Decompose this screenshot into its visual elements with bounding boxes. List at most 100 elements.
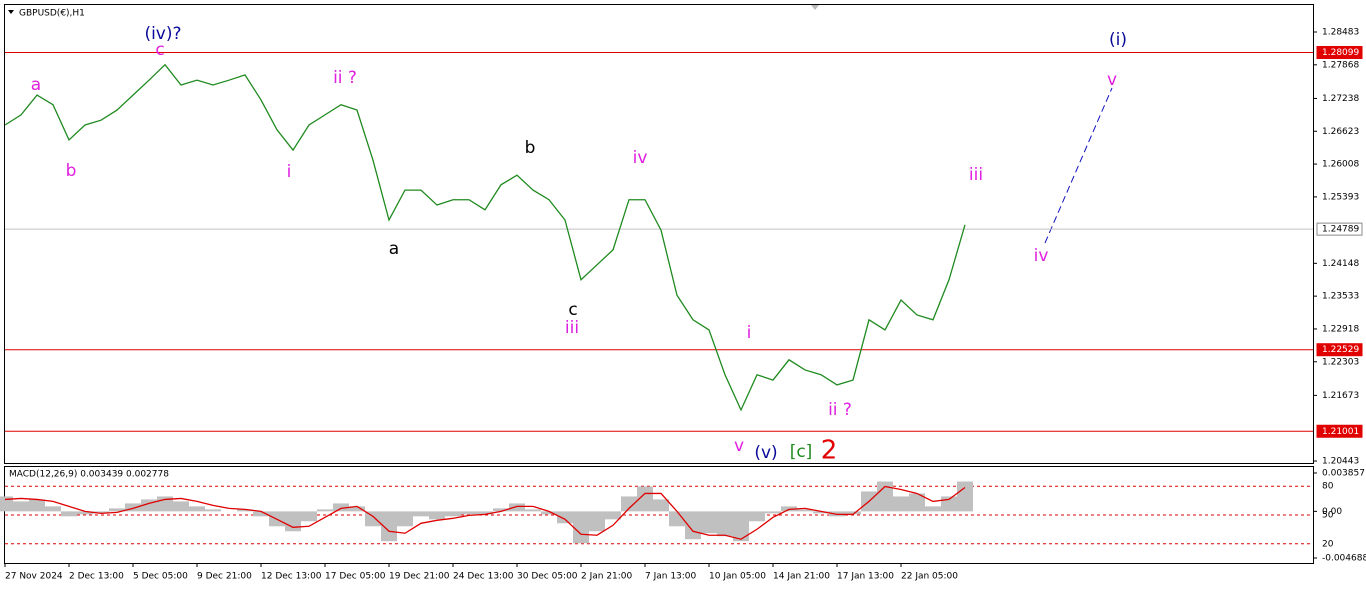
wave-label: v	[1107, 70, 1117, 90]
y-tick-label: 1.26008	[1322, 160, 1359, 170]
x-tick-label: 24 Dec 13:00	[453, 572, 514, 582]
macd-bar	[77, 511, 93, 515]
macd-bar	[429, 511, 445, 520]
macd-bar	[525, 509, 541, 512]
macd-bar	[669, 511, 685, 527]
wave-label: b	[66, 161, 77, 181]
y2-tick-label: 50	[1322, 511, 1334, 521]
wave-label: (iv)?	[144, 24, 181, 44]
macd-bar	[413, 511, 429, 517]
y-tick-label: 1.21673	[1322, 391, 1359, 401]
x-tick-label: 2 Dec 13:00	[69, 572, 124, 582]
macd-bar	[957, 481, 973, 512]
macd-bar	[349, 506, 365, 512]
macd-bar	[797, 509, 813, 512]
y-tick-label: 1.25393	[1322, 192, 1359, 202]
macd-bar	[29, 499, 45, 512]
macd-bar	[445, 511, 461, 517]
wave-label: b	[525, 138, 536, 158]
wave-label: (v)	[754, 443, 777, 463]
price-level-label: 1.22529	[1322, 345, 1359, 355]
y-tick-label: 1.27868	[1322, 60, 1359, 70]
y2-tick-label: 80	[1322, 482, 1334, 492]
y-tick-label: 0.003857	[1322, 468, 1365, 478]
wave-label: iii	[565, 318, 579, 338]
x-tick-label: 14 Jan 21:00	[773, 572, 830, 582]
x-tick-label: 12 Dec 13:00	[261, 572, 322, 582]
macd-bar	[173, 501, 189, 512]
y-tick-label: 1.27238	[1322, 94, 1359, 104]
macd-bar	[717, 511, 733, 537]
wave-label: v	[734, 436, 744, 456]
macd-bar	[909, 493, 925, 512]
x-tick-label: 27 Nov 2024	[5, 572, 63, 582]
macd-label: MACD(12,26,9) 0.003439 0.002778	[9, 470, 169, 480]
wave-label: (i)	[1109, 30, 1127, 50]
macd-bar	[45, 506, 61, 512]
x-tick-label: 30 Dec 05:00	[517, 572, 578, 582]
price-level-box	[1316, 222, 1363, 236]
macd-bar	[541, 511, 557, 515]
macd-bar	[589, 511, 605, 532]
macd-bar	[125, 503, 141, 512]
price-line	[4, 485, 966, 540]
macd-bar	[877, 481, 893, 512]
wave-label: c	[155, 40, 164, 60]
macd-bar	[365, 511, 381, 527]
macd-bar	[13, 501, 29, 512]
macd-bar	[557, 511, 573, 524]
price-level-box	[1316, 424, 1363, 438]
wave-label: iii	[969, 165, 983, 185]
price-line	[4, 63, 966, 412]
wave-label: 2	[821, 436, 838, 466]
wave-label: ii ?	[333, 68, 357, 88]
price-level-label: 1.28099	[1322, 48, 1359, 58]
menu-arrow	[8, 10, 14, 14]
scroll-marker	[811, 5, 819, 10]
macd-bar	[845, 511, 861, 515]
wave-label: [c]	[790, 442, 813, 462]
macd-bar	[637, 486, 653, 512]
macd-bar	[381, 511, 397, 542]
price-level-label: 1.24789	[1322, 225, 1359, 235]
y-tick-label: 1.28483	[1322, 28, 1359, 38]
y-tick-label: 0.00	[1322, 507, 1342, 517]
macd-bar	[333, 503, 349, 512]
x-tick-label: 9 Dec 21:00	[197, 572, 252, 582]
y-tick-label: 1.24148	[1322, 259, 1359, 269]
x-tick-label: 2 Jan 21:00	[581, 572, 633, 582]
x-tick-label: 19 Dec 21:00	[389, 572, 450, 582]
x-tick-label: 22 Jan 05:00	[901, 572, 958, 582]
wave-label: c	[568, 300, 577, 320]
x-tick-label: 10 Jan 05:00	[709, 572, 766, 582]
y-tick-label: 1.23533	[1322, 292, 1359, 302]
macd-bar	[301, 511, 317, 522]
macd-bar	[253, 511, 269, 517]
wave-label: i	[747, 323, 752, 343]
wave-label: iv	[633, 148, 648, 168]
y-tick-label: 1.20443	[1322, 457, 1359, 467]
macd-bar	[893, 496, 909, 512]
macd-bar	[509, 503, 525, 512]
price-level-box	[1316, 343, 1363, 357]
macd-bar	[397, 511, 413, 527]
macd-bar	[109, 508, 125, 512]
y2-tick-label: 20	[1322, 539, 1334, 549]
price-level-box	[1316, 45, 1363, 59]
wave-label: ii ?	[828, 400, 852, 420]
macd-bar	[493, 508, 509, 512]
macd-bar	[813, 511, 829, 514]
symbol-label: GBPUSD(€),H1	[19, 9, 85, 19]
macd-bar	[0, 496, 13, 512]
price-level-label: 1.21001	[1322, 427, 1359, 437]
y-tick-label: 1.22303	[1322, 357, 1359, 367]
wave-label: a	[31, 75, 41, 95]
macd-bar	[749, 511, 765, 522]
macd-bar	[285, 511, 301, 532]
macd-bar	[461, 511, 477, 515]
macd-bar	[317, 509, 333, 512]
x-tick-label: 17 Dec 05:00	[325, 572, 386, 582]
x-tick-label: 7 Jan 13:00	[645, 572, 697, 582]
